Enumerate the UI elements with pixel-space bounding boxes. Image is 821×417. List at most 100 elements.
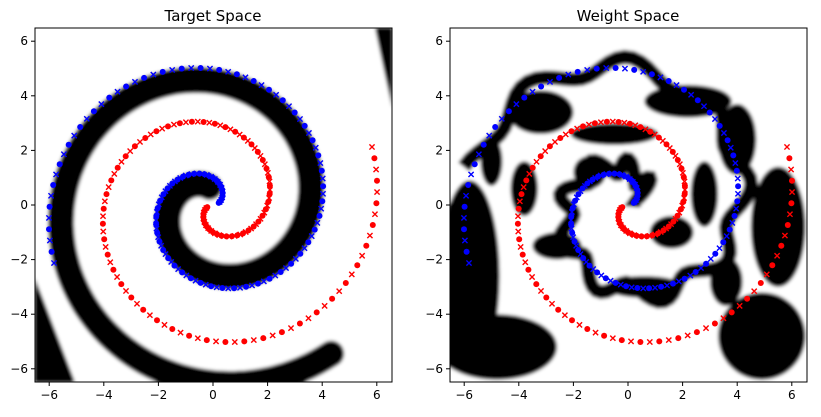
data-point: [102, 243, 109, 251]
data-point: [657, 74, 664, 81]
axis-ticks: −6 −6 −4 −4 −2 −2 0 0 2 2 4 4 6 6: [10, 34, 380, 402]
data-point: [557, 135, 564, 141]
data-point: [233, 71, 240, 78]
data-point: [617, 281, 624, 288]
data-point: [150, 71, 157, 78]
data-point: [632, 122, 639, 129]
data-point: [757, 280, 764, 286]
data-point: [71, 132, 78, 139]
data-point: [594, 269, 601, 276]
data-point: [516, 236, 523, 243]
data-point: [118, 158, 125, 165]
region-black: [507, 90, 574, 135]
data-point: [206, 65, 214, 72]
data-point: [111, 170, 118, 177]
data-point: [648, 71, 655, 78]
data-point: [46, 237, 54, 244]
data-point: [720, 129, 728, 137]
data-point: [282, 264, 290, 272]
data-point: [131, 78, 139, 85]
data-point: [147, 131, 154, 138]
data-point: [232, 128, 239, 135]
data-point: [301, 245, 308, 252]
x-tick-label: 2: [679, 388, 687, 402]
data-point: [278, 329, 285, 336]
data-point: [248, 282, 256, 289]
data-point: [584, 326, 591, 332]
data-point: [65, 141, 72, 148]
region-black: [718, 292, 806, 380]
data-point: [694, 97, 701, 104]
data-point: [612, 279, 619, 286]
data-point: [601, 332, 608, 339]
data-point: [354, 262, 361, 269]
data-point: [153, 128, 160, 135]
data-point: [114, 164, 121, 171]
data-point: [272, 272, 279, 279]
data-point: [517, 243, 524, 251]
y-tick-label: −2: [10, 253, 28, 267]
data-point: [222, 124, 229, 131]
data-point: [273, 91, 280, 98]
data-point: [255, 280, 261, 287]
x-tick-label: −2: [565, 388, 583, 402]
data-point: [311, 226, 318, 233]
data-point: [250, 336, 257, 344]
data-point: [665, 78, 672, 84]
data-point: [621, 119, 628, 126]
data-point: [609, 335, 616, 342]
data-point: [702, 325, 710, 332]
data-point: [160, 191, 167, 198]
x-tick-label: −4: [510, 388, 528, 402]
data-point: [169, 326, 176, 332]
data-point: [680, 174, 687, 181]
data-point: [192, 277, 199, 284]
region-black: [47, 66, 345, 382]
data-point: [122, 287, 130, 295]
data-point: [156, 238, 163, 245]
data-point: [543, 294, 550, 301]
data-points: [45, 64, 381, 346]
data-point: [99, 220, 106, 227]
data-point: [774, 252, 781, 259]
data-point: [783, 143, 791, 151]
data-point: [292, 255, 299, 262]
data-point: [784, 222, 791, 228]
data-point: [522, 259, 529, 266]
data-point: [569, 317, 575, 324]
data-point: [732, 159, 739, 167]
data-point: [684, 332, 691, 339]
data-point: [47, 192, 55, 199]
data-point: [647, 128, 654, 135]
data-point: [56, 161, 63, 168]
data-point: [528, 273, 536, 281]
data-point: [467, 171, 475, 178]
data-point: [720, 315, 727, 322]
data-point: [706, 109, 713, 116]
data-point: [296, 320, 303, 327]
data-point: [131, 143, 138, 150]
data-point: [681, 275, 688, 282]
data-point: [241, 338, 248, 345]
data-point: [462, 192, 470, 199]
data-point: [711, 320, 718, 327]
data-point: [318, 167, 325, 174]
y-tick-label: 0: [435, 198, 443, 212]
data-point: [529, 164, 536, 171]
data-point: [316, 212, 323, 219]
region-black: [690, 161, 719, 227]
data-point: [372, 166, 380, 173]
data-point: [778, 242, 785, 249]
data-point: [100, 205, 107, 212]
data-point: [465, 259, 473, 267]
data-point: [734, 198, 741, 205]
x-tick-label: 4: [318, 388, 326, 402]
data-point: [336, 288, 343, 295]
data-point: [595, 173, 601, 180]
data-point: [301, 122, 308, 129]
data-point: [259, 212, 266, 219]
data-point: [646, 285, 653, 292]
data-point: [724, 137, 731, 144]
data-point: [291, 109, 298, 116]
